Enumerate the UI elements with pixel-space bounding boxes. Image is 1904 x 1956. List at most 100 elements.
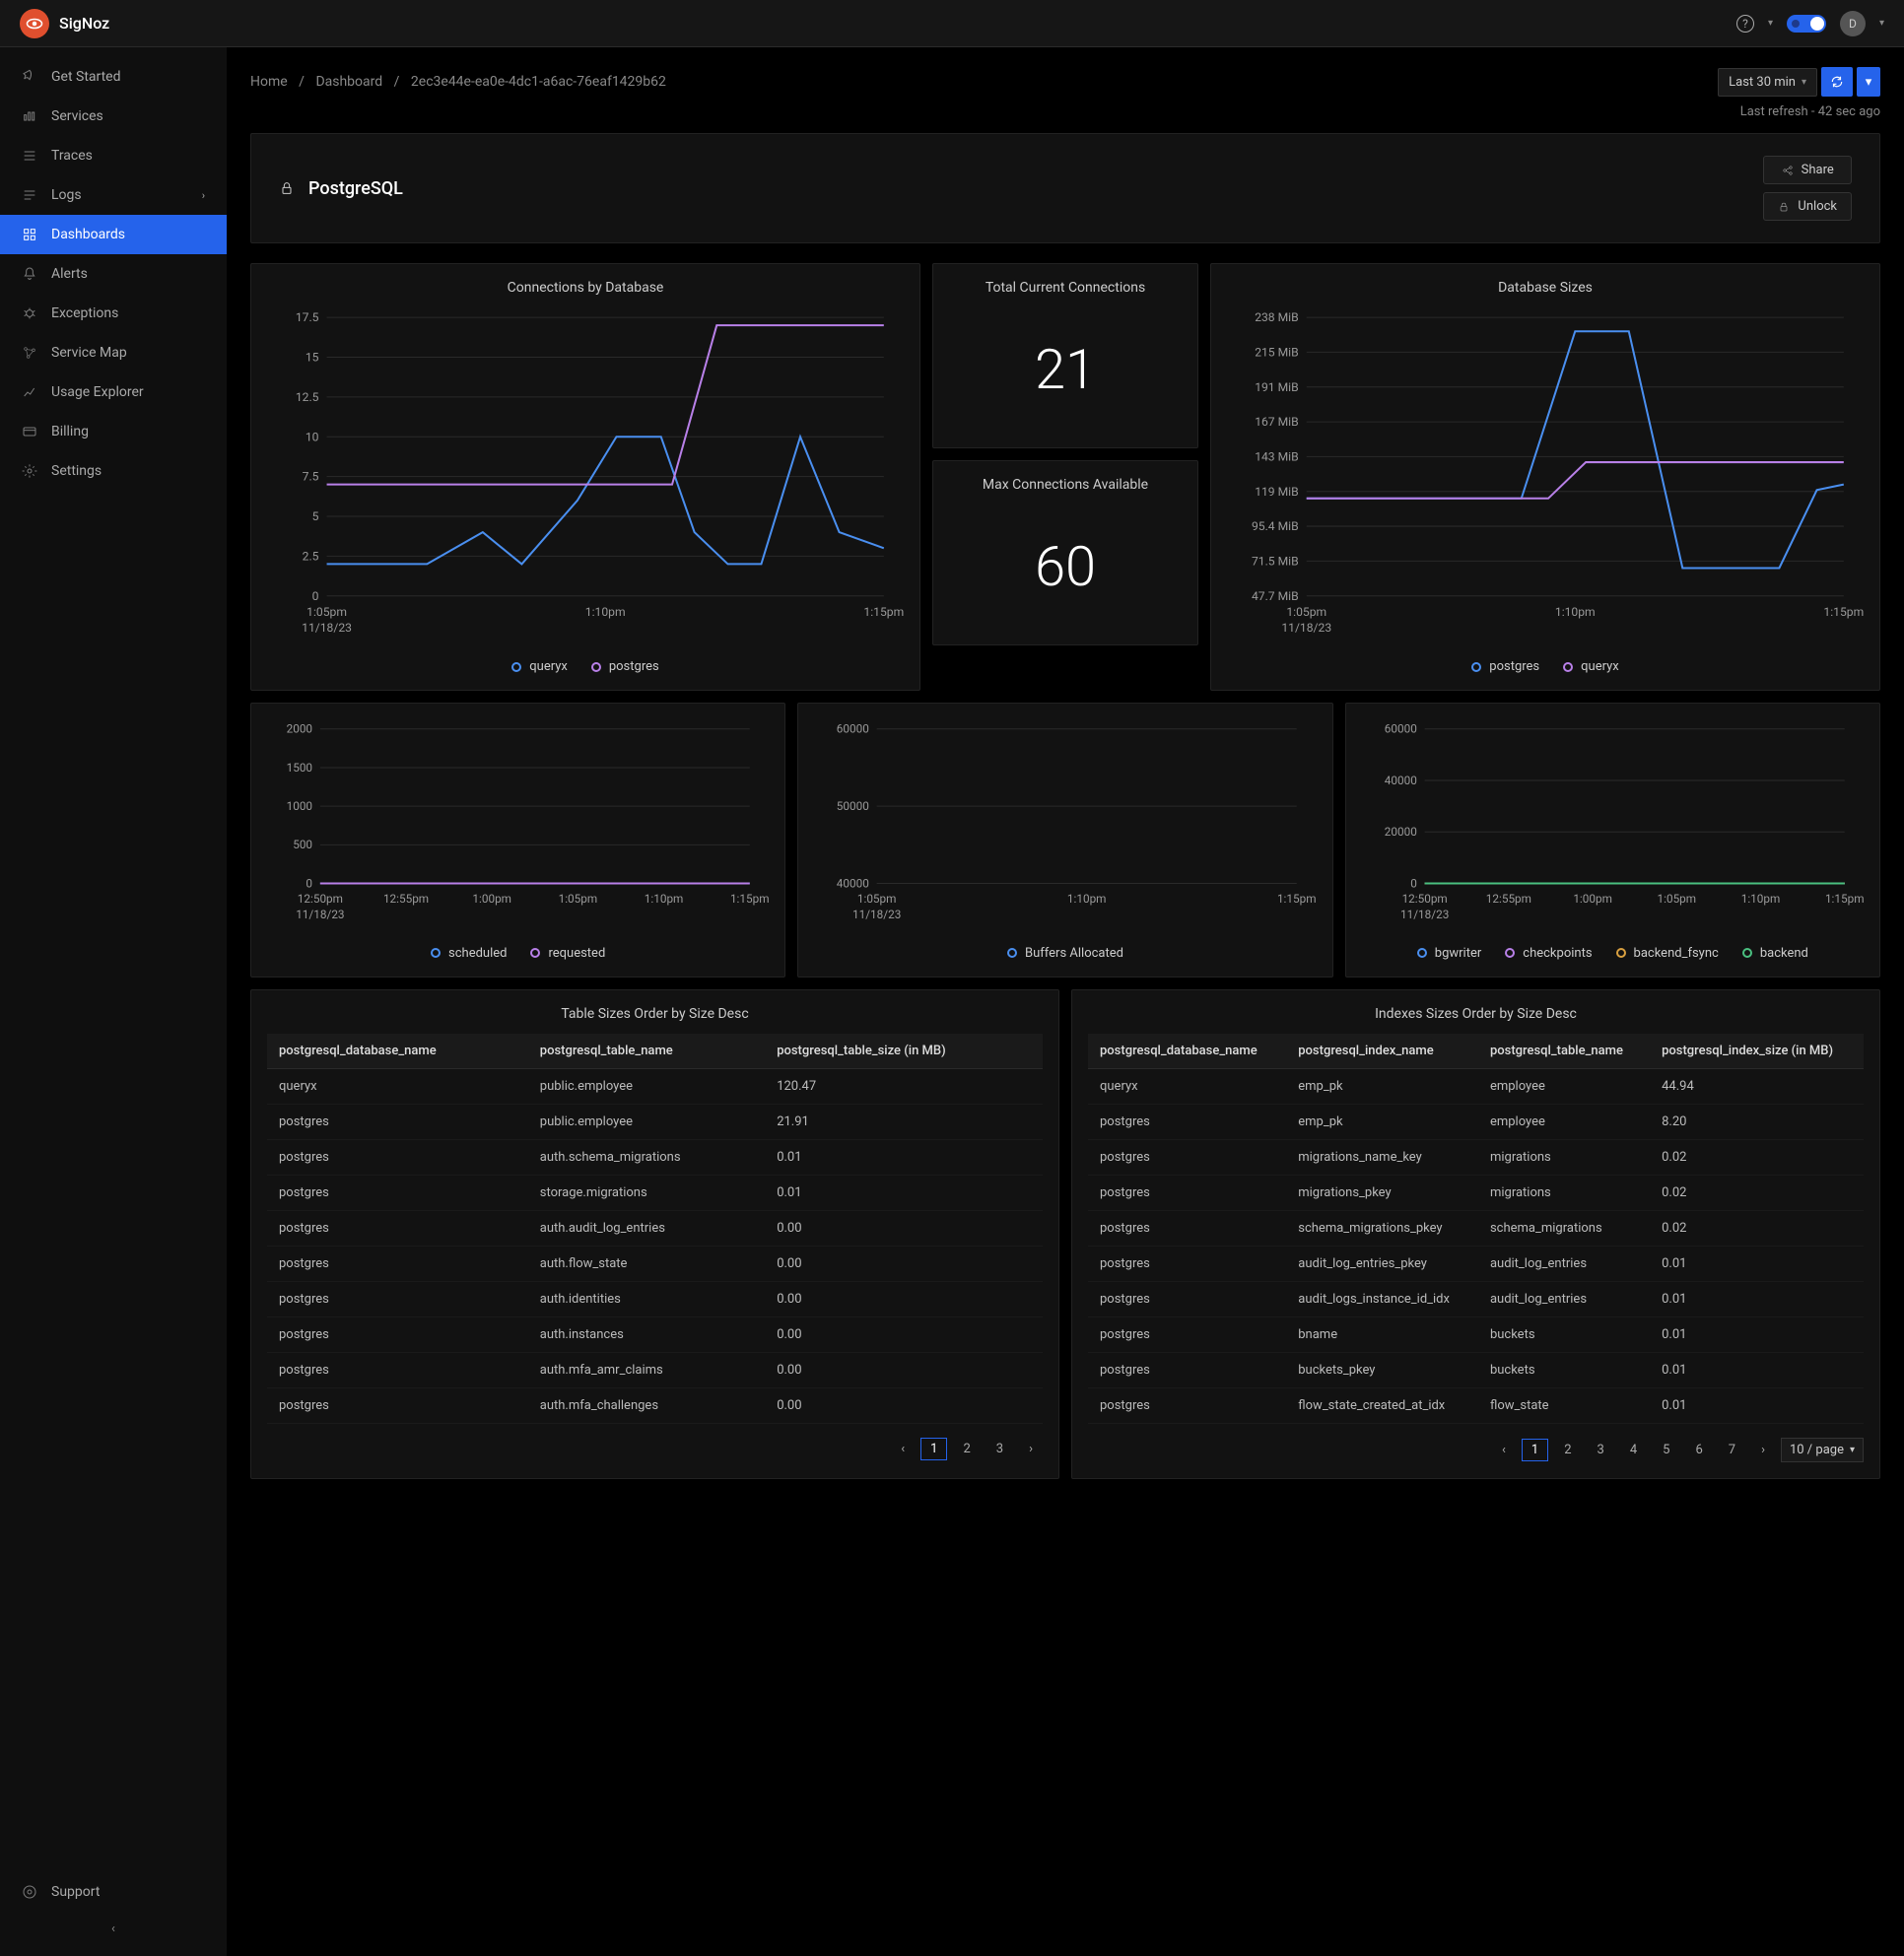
list-icon <box>22 187 37 203</box>
sidebar-item-billing[interactable]: Billing <box>0 412 227 451</box>
logo[interactable]: SigNoz <box>20 9 109 38</box>
lines-icon <box>22 148 37 164</box>
column-header[interactable]: postgresql_database_name <box>267 1034 528 1069</box>
legend-item[interactable]: backend_fsync <box>1616 946 1719 961</box>
sidebar-item-support[interactable]: Support <box>0 1872 227 1912</box>
sidebar-item-logs[interactable]: Logs› <box>0 175 227 215</box>
column-header[interactable]: postgresql_table_name <box>528 1034 765 1069</box>
svg-text:1:15pm: 1:15pm <box>1825 892 1864 906</box>
page-1[interactable]: 1 <box>920 1438 947 1460</box>
page-5[interactable]: 5 <box>1653 1439 1679 1461</box>
svg-text:1:15pm: 1:15pm <box>1823 605 1864 619</box>
sidebar-item-traces[interactable]: Traces <box>0 136 227 175</box>
column-header[interactable]: postgresql_index_name <box>1286 1034 1478 1069</box>
sidebar-item-label: Settings <box>51 463 102 479</box>
sidebar-item-label: Logs <box>51 187 82 203</box>
svg-text:1:15pm: 1:15pm <box>1277 892 1316 906</box>
page-size-select[interactable]: 10 / page ▾ <box>1781 1438 1864 1462</box>
sidebar-item-label: Get Started <box>51 69 121 85</box>
sidebar-item-label: Exceptions <box>51 305 118 321</box>
legend-item[interactable]: queryx <box>511 659 568 674</box>
sidebar-item-dashboards[interactable]: Dashboards <box>0 215 227 254</box>
svg-text:167 MiB: 167 MiB <box>1255 415 1298 429</box>
svg-text:1:05pm: 1:05pm <box>857 892 897 906</box>
refresh-dropdown[interactable]: ▾ <box>1857 67 1880 97</box>
panel-index-sizes: Indexes Sizes Order by Size Desc postgre… <box>1071 989 1880 1479</box>
grid-icon <box>22 227 37 242</box>
bell-icon <box>22 266 37 282</box>
panel-total-connections: Total Current Connections 21 <box>932 263 1198 448</box>
collapse-sidebar[interactable]: ‹ <box>0 1912 227 1946</box>
table-row: postgresaudit_logs_instance_id_idxaudit_… <box>1088 1281 1864 1316</box>
table-row: postgresmigrations_name_keymigrations0.0… <box>1088 1139 1864 1175</box>
theme-toggle[interactable] <box>1787 15 1826 33</box>
svg-text:1:05pm: 1:05pm <box>1286 605 1326 619</box>
legend-item[interactable]: checkpoints <box>1505 946 1592 961</box>
legend-item[interactable]: Buffers Allocated <box>1007 946 1123 961</box>
table-sizes-table: postgresql_database_namepostgresql_table… <box>267 1034 1043 1424</box>
page-2[interactable]: 2 <box>953 1438 980 1460</box>
svg-text:12:50pm: 12:50pm <box>298 892 343 906</box>
unlock-button[interactable]: Unlock <box>1763 192 1852 221</box>
sidebar-item-service-map[interactable]: Service Map <box>0 333 227 372</box>
sidebar-item-label: Service Map <box>51 345 127 361</box>
rocket-icon <box>22 69 37 85</box>
prev-page[interactable]: ‹ <box>1492 1439 1516 1461</box>
prev-page[interactable]: ‹ <box>891 1438 915 1460</box>
time-range-select[interactable]: Last 30 min ▾ <box>1718 68 1817 97</box>
table-row: postgresschema_migrations_pkeyschema_mig… <box>1088 1210 1864 1246</box>
legend-item[interactable]: backend <box>1742 946 1808 961</box>
legend-item[interactable]: queryx <box>1563 659 1619 674</box>
svg-text:60000: 60000 <box>837 722 869 736</box>
next-page[interactable]: › <box>1019 1438 1043 1460</box>
page-3[interactable]: 3 <box>1588 1439 1614 1461</box>
chevron-down-icon[interactable]: ▾ <box>1768 18 1773 29</box>
sidebar-item-get-started[interactable]: Get Started <box>0 57 227 97</box>
chevron-down-icon[interactable]: ▾ <box>1879 18 1884 29</box>
legend-item[interactable]: requested <box>530 946 605 961</box>
sidebar-item-usage-explorer[interactable]: Usage Explorer <box>0 372 227 412</box>
avatar[interactable]: D <box>1840 11 1866 36</box>
dashboard-header: PostgreSQL Share Unlock <box>250 133 1880 243</box>
page-6[interactable]: 6 <box>1685 1439 1712 1461</box>
share-button[interactable]: Share <box>1763 156 1852 184</box>
table-row: postgresflow_state_created_at_idxflow_st… <box>1088 1387 1864 1423</box>
page-title: PostgreSQL <box>308 178 403 199</box>
page-3[interactable]: 3 <box>986 1438 1013 1460</box>
refresh-button[interactable] <box>1821 67 1853 97</box>
sidebar-item-alerts[interactable]: Alerts <box>0 254 227 294</box>
gear-icon <box>22 463 37 479</box>
table-row: postgresauth.schema_migrations0.01 <box>267 1139 1043 1175</box>
column-header[interactable]: postgresql_table_size (in MB) <box>765 1034 1043 1069</box>
column-header[interactable]: postgresql_table_name <box>1478 1034 1650 1069</box>
next-page[interactable]: › <box>1751 1439 1775 1461</box>
svg-text:1:05pm: 1:05pm <box>306 605 347 619</box>
bug-icon <box>22 305 37 321</box>
page-7[interactable]: 7 <box>1719 1439 1745 1461</box>
svg-text:1:10pm: 1:10pm <box>1740 892 1780 906</box>
svg-text:1:10pm: 1:10pm <box>585 605 626 619</box>
legend-item[interactable]: postgres <box>591 659 659 674</box>
sidebar-item-settings[interactable]: Settings <box>0 451 227 491</box>
panel-connections-by-db: Connections by Database 02.557.51012.515… <box>250 263 920 691</box>
page-4[interactable]: 4 <box>1620 1439 1647 1461</box>
logo-icon <box>20 9 49 38</box>
page-1[interactable]: 1 <box>1522 1439 1548 1461</box>
column-header[interactable]: postgresql_database_name <box>1088 1034 1286 1069</box>
table-row: postgresmigrations_pkeymigrations0.02 <box>1088 1175 1864 1210</box>
legend-item[interactable]: postgres <box>1471 659 1539 674</box>
page-2[interactable]: 2 <box>1554 1439 1581 1461</box>
help-icon[interactable]: ? <box>1736 15 1754 33</box>
svg-text:1000: 1000 <box>287 799 312 813</box>
breadcrumb-home[interactable]: Home <box>250 74 288 90</box>
svg-text:1500: 1500 <box>287 761 312 775</box>
legend-item[interactable]: bgwriter <box>1417 946 1482 961</box>
panel-buffers: 4000050000600001:05pm1:10pm1:15pm11/18/2… <box>797 703 1332 977</box>
svg-text:12:50pm: 12:50pm <box>1401 892 1447 906</box>
column-header[interactable]: postgresql_index_size (in MB) <box>1650 1034 1864 1069</box>
legend-item[interactable]: scheduled <box>431 946 507 961</box>
svg-text:1:10pm: 1:10pm <box>1067 892 1107 906</box>
sidebar-item-services[interactable]: Services <box>0 97 227 136</box>
sidebar-item-exceptions[interactable]: Exceptions <box>0 294 227 333</box>
breadcrumb-dashboard[interactable]: Dashboard <box>315 74 382 90</box>
